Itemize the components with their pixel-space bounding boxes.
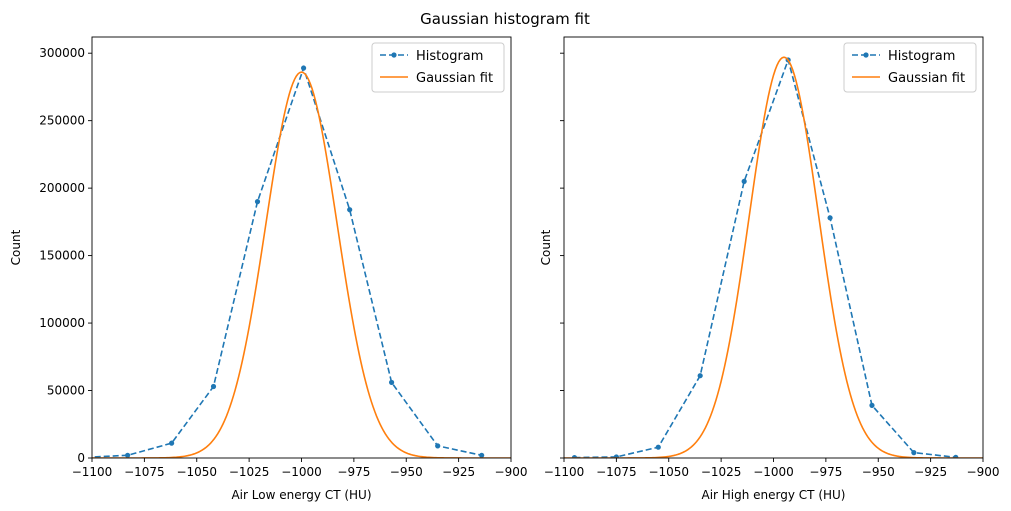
histogram-point xyxy=(169,440,175,446)
x-tick-label: −1000 xyxy=(281,465,322,479)
x-tick-label: −975 xyxy=(337,465,370,479)
histogram-point xyxy=(435,443,441,449)
y-tick-label: 0 xyxy=(77,451,85,465)
y-tick-label: 200000 xyxy=(39,181,85,195)
x-tick-label: −950 xyxy=(862,465,895,479)
x-tick-label: −1050 xyxy=(648,465,689,479)
x-tick-label: −925 xyxy=(914,465,947,479)
legend: Histogram Gaussian fit xyxy=(371,42,505,93)
histogram-point xyxy=(300,65,307,71)
y-tick-label: 150000 xyxy=(39,249,85,263)
legend-histogram-marker xyxy=(863,52,869,58)
x-tick-label: −1075 xyxy=(124,465,165,479)
legend-fit-label: Gaussian fit xyxy=(416,71,493,86)
x-tick-label: −900 xyxy=(967,465,1000,479)
x-tick-label: −900 xyxy=(495,465,528,479)
histogram-series-line xyxy=(574,57,956,458)
x-axis-label: Air Low energy CT (HU) xyxy=(231,488,371,502)
histogram-point xyxy=(347,207,353,213)
x-tick-label: −1075 xyxy=(596,465,637,479)
x-tick-label: −1050 xyxy=(176,465,217,479)
legend-histogram-label: Histogram xyxy=(416,49,483,64)
y-tick-label: 100000 xyxy=(39,316,85,330)
x-tick-label: −1025 xyxy=(701,465,742,479)
legend-box xyxy=(371,42,505,93)
x-tick-label: −1100 xyxy=(544,465,585,479)
left-chart-panel: −1100 −1075 −1050 −1025 −1000 −975 −950 −925 −90… xyxy=(9,36,528,502)
histogram-point xyxy=(655,444,661,450)
right-chart-panel: −1100 −1075 −1050 −1025 −1000 −975 −950 −925 −90… xyxy=(539,36,1000,502)
histogram-point xyxy=(827,215,833,221)
y-tick-label: 300000 xyxy=(39,46,85,60)
histogram-point xyxy=(254,199,261,205)
x-tick-label: −950 xyxy=(390,465,423,479)
y-axis-label: Count xyxy=(9,229,23,265)
histogram-point xyxy=(479,452,485,458)
y-axis-label: Count xyxy=(539,229,553,265)
legend-box xyxy=(843,42,977,93)
x-tick-label: −975 xyxy=(809,465,842,479)
x-tick-label: −1000 xyxy=(753,465,794,479)
x-tick-label: −1025 xyxy=(229,465,270,479)
legend-histogram-label: Histogram xyxy=(888,49,955,64)
legend-fit-label: Gaussian fit xyxy=(888,71,965,86)
histogram-point xyxy=(911,450,917,456)
x-tick-label: −1100 xyxy=(72,465,113,479)
histogram-point xyxy=(741,178,747,184)
histogram-point xyxy=(388,379,395,386)
figure-title: Gaussian histogram fit xyxy=(420,10,590,28)
histogram-point xyxy=(697,373,703,379)
x-tick-label: −925 xyxy=(442,465,475,479)
histogram-point xyxy=(953,454,959,458)
histogram-point xyxy=(869,402,875,408)
y-tick-label: 50000 xyxy=(47,384,85,398)
legend: Histogram Gaussian fit xyxy=(843,42,977,93)
histogram-point xyxy=(613,454,619,458)
histogram-point xyxy=(125,452,131,458)
legend-histogram-marker xyxy=(391,52,397,58)
x-axis-label: Air High energy CT (HU) xyxy=(701,488,845,502)
y-tick-label: 250000 xyxy=(39,114,85,128)
histogram-point xyxy=(210,383,217,390)
